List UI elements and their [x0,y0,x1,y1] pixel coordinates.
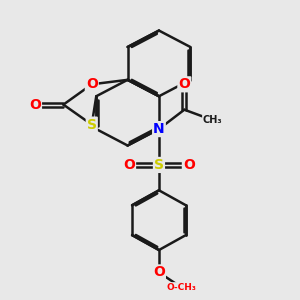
Text: O: O [183,158,195,172]
Text: O-CH₃: O-CH₃ [167,283,196,292]
Text: O: O [153,266,165,279]
Text: O: O [29,98,41,112]
Text: O: O [86,77,98,91]
Text: S: S [154,158,164,172]
Text: N: N [153,122,165,136]
Text: CH₃: CH₃ [203,115,223,125]
Text: S: S [87,118,97,132]
Text: O: O [178,77,190,91]
Text: O: O [123,158,135,172]
